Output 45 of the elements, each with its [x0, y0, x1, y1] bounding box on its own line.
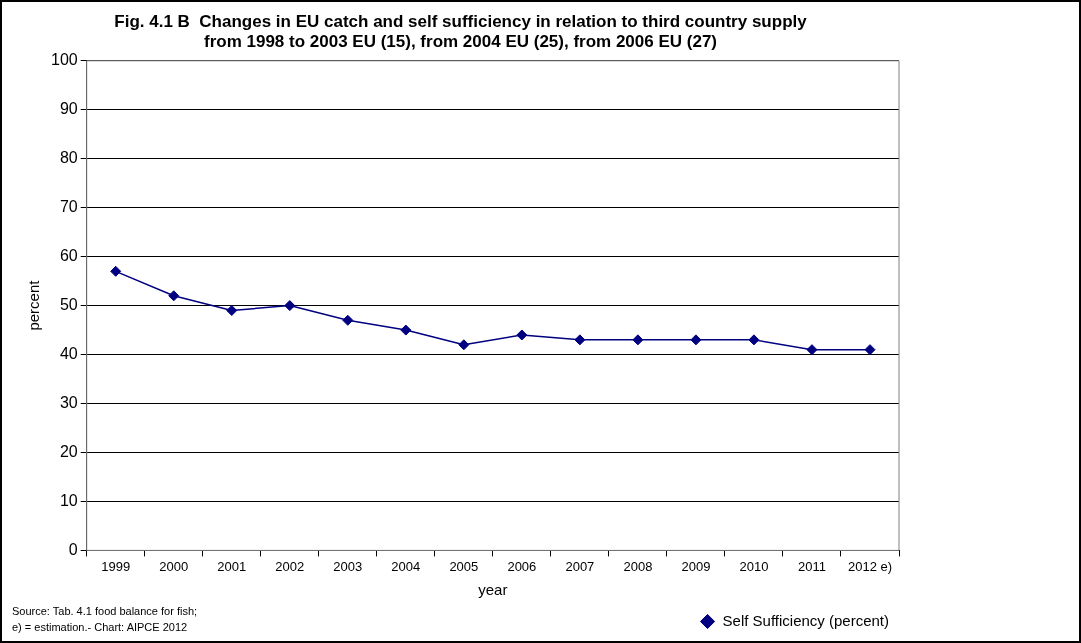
chart-title: Fig. 4.1 B Changes in EU catch and self sufficiency in relation to third country supply from 1998 to 2003 EU (15), from 2004 EU (25), from 2006 EU (27): [114, 11, 808, 52]
point: [226, 305, 238, 316]
y-tick-label: 10: [59, 491, 78, 509]
y-axis-title: percent: [25, 279, 43, 331]
y-tick-label: 0: [68, 540, 78, 558]
x-tick-label: 2012 e): [847, 558, 893, 574]
x-tick-label: 2009: [681, 558, 711, 574]
point: [806, 344, 818, 356]
x-tick-label: 2001: [217, 558, 247, 574]
legend-label: Self Sufficiency (percent): [722, 611, 889, 629]
point: [516, 329, 528, 341]
y-tick-label: 40: [59, 344, 78, 362]
y-tick-label: 80: [59, 149, 78, 167]
x-tick-label: 2011: [797, 558, 826, 574]
y-tick-label: 100: [50, 51, 78, 69]
x-tick-label: 2006: [507, 558, 537, 574]
text: e) = estimation.- Chart: AIPCE 2012: [12, 620, 189, 635]
y-tick-label: 50: [59, 296, 78, 314]
point: [168, 290, 180, 302]
x-tick-label: 2010: [739, 558, 769, 574]
point: [632, 334, 644, 346]
x-tick-label: 2007: [565, 558, 595, 574]
point: [748, 334, 760, 346]
x-tick-label: 2005: [449, 558, 479, 574]
x-tick-label: 2000: [159, 558, 189, 574]
y-tick-label: 70: [59, 198, 78, 216]
point: [574, 334, 586, 346]
point: [284, 300, 296, 312]
x-tick-label: 2003: [333, 558, 363, 574]
x-tick-label: 1999: [101, 558, 131, 574]
y-tick-label: 60: [59, 247, 78, 265]
x-tick-label: 2004: [391, 558, 421, 574]
point: [110, 265, 122, 277]
x-tick-label: 2002: [275, 558, 305, 574]
point: [458, 339, 470, 351]
point: [400, 324, 412, 336]
point: [864, 344, 876, 356]
x-axis-title: year: [478, 581, 508, 599]
y-tick-label: 20: [59, 442, 78, 460]
point: [690, 334, 702, 346]
x-tick-label: 2008: [623, 558, 653, 574]
y-tick-label: 90: [59, 100, 78, 118]
point: [342, 314, 354, 326]
y-tick-label: 30: [59, 393, 78, 411]
source-note: Source: Tab. 4.1 food balance for fish;: [12, 604, 198, 619]
